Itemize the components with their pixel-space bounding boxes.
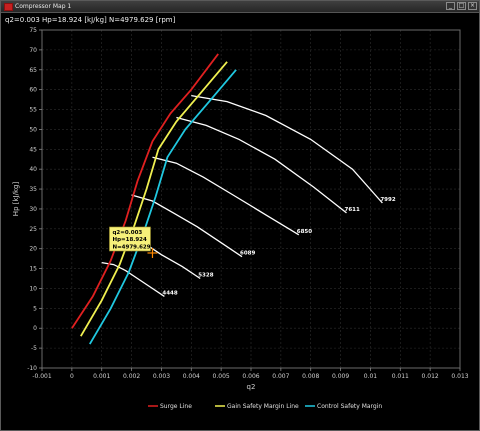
legend-entry: Gain Safety Margin Line xyxy=(227,403,299,410)
speed-line-6089 xyxy=(131,194,243,258)
x-tick-label: 0.002 xyxy=(123,373,140,380)
speed-line-label: 4448 xyxy=(162,290,177,296)
tooltip-box xyxy=(109,226,151,252)
y-tick-labels: -10 -5 0 5 10 15 20 25 30 35 40 45 50 55 60 65 70 75 xyxy=(27,27,37,372)
speed-line-label: 7611 xyxy=(345,207,360,213)
speed-line-4448 xyxy=(101,261,165,297)
y-tick-label: 55 xyxy=(29,107,37,114)
legend-entry: Surge Line xyxy=(160,403,192,410)
x-tick-label: 0.001 xyxy=(93,373,110,380)
cursor-readout: q2=0.003 Hp=18.924 [kJ/kg] N=4979.629 [r… xyxy=(5,16,176,24)
x-tick-label: 0.01 xyxy=(364,373,378,380)
x-tick-label: 0.004 xyxy=(183,373,200,380)
legend-entry: Control Safety Margin xyxy=(317,403,382,410)
y-tick-label: 30 xyxy=(29,206,37,213)
y-tick-label: 70 xyxy=(29,47,37,54)
x-tick-label: 0.007 xyxy=(272,373,289,380)
tooltip-line: N=4979.629 xyxy=(112,244,150,250)
y-tick-label: -5 xyxy=(31,345,37,352)
y-tick-label: 40 xyxy=(29,166,37,173)
x-tick-label: 0.008 xyxy=(302,373,319,380)
x-tick-label: 0.009 xyxy=(332,373,349,380)
x-tick-label: 0 xyxy=(70,373,74,380)
x-tick-labels: -0.001 0 0.001 0.002 0.003 0.004 0.005 0.006 0.0… xyxy=(32,373,468,380)
x-tick-label: 0.012 xyxy=(422,373,439,380)
axes xyxy=(39,29,461,371)
x-tick-label: -0.001 xyxy=(32,373,52,380)
x-tick-label: 0.006 xyxy=(242,373,259,380)
series-line-1 xyxy=(80,61,228,337)
legend: Surge Line Gain Safety Margin Line Control… xyxy=(148,403,382,410)
x-tick-label: 0.005 xyxy=(213,373,230,380)
y-tick-label: 20 xyxy=(29,246,37,253)
y-axis-label: Hp [kJ/kg] xyxy=(12,182,20,217)
title-bar[interactable]: Compressor Map 1 _ □ × xyxy=(1,1,479,13)
y-tick-label: 75 xyxy=(29,27,37,34)
tooltip-line: q2=0.003 xyxy=(112,230,142,236)
speed-line-label: 7992 xyxy=(380,197,395,203)
y-tick-label: 5 xyxy=(33,305,37,312)
x-tick-label: 0.013 xyxy=(451,373,468,380)
y-tick-label: 60 xyxy=(29,87,37,94)
y-tick-label: 35 xyxy=(29,186,37,193)
app-icon xyxy=(4,3,13,11)
y-tick-label: 0 xyxy=(33,325,37,332)
x-axis-label: q2 xyxy=(247,383,256,391)
tooltip-line: Hp=18.924 xyxy=(112,237,147,243)
speed-line-label: 6850 xyxy=(297,229,312,235)
speed-line-7992 xyxy=(191,94,383,204)
y-tick-label: 15 xyxy=(29,266,37,273)
y-tick-label: 45 xyxy=(29,146,37,153)
speed-line-label: 6089 xyxy=(240,251,255,257)
x-tick-label: 0.011 xyxy=(392,373,409,380)
y-tick-label: 25 xyxy=(29,226,37,233)
y-tick-label: 10 xyxy=(29,285,37,292)
x-tick-label: 0.003 xyxy=(153,373,170,380)
close-icon[interactable]: × xyxy=(468,2,477,10)
margin-lines xyxy=(71,53,237,345)
minimize-icon[interactable]: _ xyxy=(446,2,455,10)
speed-line-6850 xyxy=(152,156,300,236)
y-tick-label: -10 xyxy=(27,365,37,372)
series-line-2 xyxy=(89,69,237,345)
y-tick-label: 65 xyxy=(29,67,37,74)
maximize-icon[interactable]: □ xyxy=(457,2,466,10)
series-line-0 xyxy=(71,53,219,329)
cursor-marker xyxy=(147,247,158,258)
speed-line-7611 xyxy=(176,116,347,214)
speed-lines: 4448 5328 6089 6850 7611 7992 xyxy=(101,94,396,297)
window-title: Compressor Map 1 xyxy=(15,3,72,10)
y-tick-label: 50 xyxy=(29,126,37,133)
speed-line-label: 5328 xyxy=(198,273,213,279)
